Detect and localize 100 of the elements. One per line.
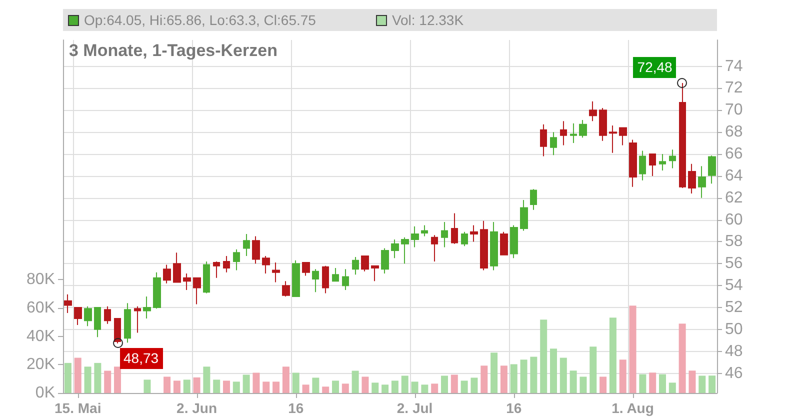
candlestick: [698, 166, 706, 198]
candlestick: [659, 154, 666, 171]
y-tick-label: 56: [725, 255, 743, 272]
y-tick-label: 62: [725, 189, 743, 206]
annotation: 48,73: [120, 348, 163, 370]
bar: [520, 360, 528, 393]
bar: [460, 380, 468, 393]
bar: [332, 380, 339, 393]
candlestick: [431, 234, 438, 262]
bar: [570, 370, 577, 393]
bar: [678, 324, 686, 393]
candlestick: [173, 252, 181, 283]
y-tick-label: 66: [725, 146, 743, 163]
y2-tick-label: 60K: [26, 299, 56, 316]
bar: [173, 380, 180, 393]
x-tick-label: 2. Jul: [396, 400, 433, 416]
candlestick: [332, 268, 339, 282]
candlestick: [490, 221, 498, 271]
candlestick: [639, 150, 646, 181]
bar: [441, 376, 448, 393]
candlestick: [292, 260, 300, 298]
bar: [470, 378, 478, 393]
candlestick: [342, 268, 349, 290]
y-tick-label: 72: [725, 80, 743, 97]
candlestick: [530, 188, 537, 210]
bar: [550, 348, 557, 393]
candlestick: [193, 277, 201, 305]
candlestick: [213, 260, 220, 278]
bar: [94, 362, 102, 393]
x-tick-label: 16: [506, 400, 522, 416]
candlestick: [421, 224, 428, 237]
bar: [698, 376, 706, 393]
candlestick: [104, 306, 111, 324]
candlestick: [163, 264, 171, 284]
candlestick: [609, 125, 617, 154]
candlestick: [143, 296, 151, 319]
candlestick: [540, 124, 547, 157]
candlestick: [570, 122, 577, 144]
candlestick: [411, 226, 419, 248]
candlestick: [550, 132, 557, 156]
bar: [352, 370, 359, 393]
bar: [609, 318, 616, 393]
bar: [450, 374, 458, 393]
bar: [540, 320, 548, 393]
bar: [688, 370, 696, 393]
candlestick: [708, 155, 716, 184]
candlestick: [272, 262, 280, 283]
candlestick: [64, 294, 72, 314]
bar: [421, 384, 428, 393]
candlestick: [183, 273, 191, 290]
bar: [164, 376, 171, 393]
candlestick: [520, 200, 528, 232]
candlestick: [114, 318, 121, 344]
x-tick-label: 16: [288, 400, 304, 416]
bar: [104, 370, 112, 393]
bar: [708, 376, 716, 393]
y-tick-label: 48: [725, 342, 743, 360]
candlestick: [322, 265, 329, 294]
candlestick: [649, 154, 656, 176]
bar: [193, 377, 200, 393]
candlestick: [371, 265, 379, 282]
bar: [223, 380, 230, 393]
candlestick: [619, 127, 627, 146]
bar: [490, 352, 498, 393]
bar: [64, 362, 72, 393]
bar: [232, 382, 240, 393]
candlestick: [282, 280, 290, 298]
x-tick-label: 15. Mai: [54, 400, 102, 416]
bar: [480, 366, 488, 393]
candlestick: [312, 268, 319, 293]
candlestick: [589, 100, 597, 122]
candlestick: [629, 139, 637, 188]
bar: [639, 374, 646, 393]
bar: [590, 346, 597, 393]
bar: [74, 358, 82, 393]
candlestick: [688, 163, 696, 194]
text: Op:64.05, Hi:65.86, Lo:63.3, Cl:65.75: [84, 12, 316, 28]
candlestick: [510, 224, 518, 259]
candlestick: [451, 212, 458, 244]
y-tick-label: 60: [725, 211, 743, 228]
y-tick-label: 58: [725, 233, 743, 250]
bar: [252, 372, 260, 393]
bar: [580, 376, 587, 393]
bar: [262, 382, 270, 393]
bar: [619, 360, 626, 393]
candlestick: [252, 236, 260, 264]
y2-tick-label: 80K: [26, 271, 56, 288]
y-tick-label: 50: [725, 320, 743, 338]
y-tick-label: 68: [725, 124, 743, 141]
bar: [84, 366, 92, 393]
candlestick: [579, 120, 587, 138]
candlestick: [302, 262, 310, 276]
candlestick: [74, 306, 82, 326]
bar: [382, 384, 389, 393]
chart-title: 3 Monate, 1-Tages-Kerzen: [69, 41, 278, 60]
y-tick-label: 74: [725, 58, 743, 75]
bar: [213, 380, 220, 393]
candlestick: [203, 260, 210, 294]
bar: [659, 374, 666, 393]
bar: [302, 384, 310, 393]
